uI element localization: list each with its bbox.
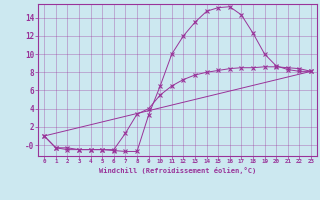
X-axis label: Windchill (Refroidissement éolien,°C): Windchill (Refroidissement éolien,°C) [99,167,256,174]
